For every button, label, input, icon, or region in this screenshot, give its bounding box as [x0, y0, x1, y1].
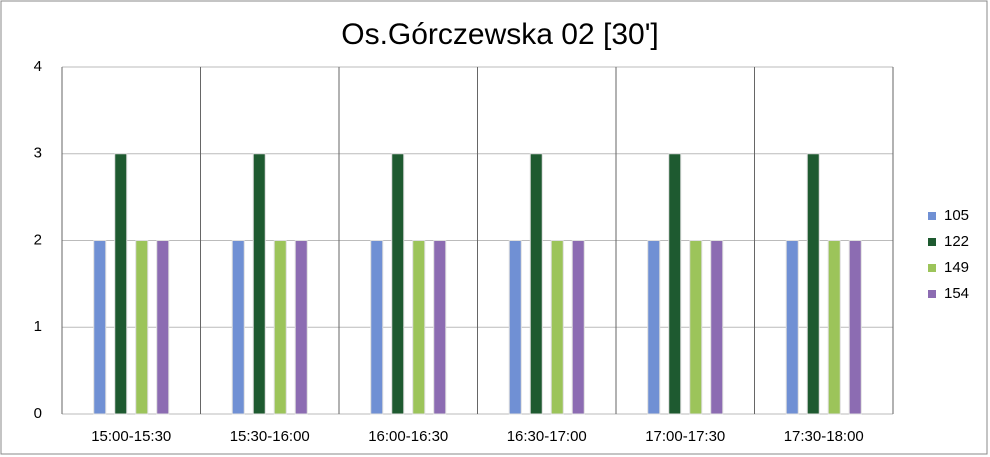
x-tick-label: 16:00-16:30 [368, 428, 448, 445]
legend-swatch [928, 290, 936, 298]
y-tick-label: 3 [34, 145, 42, 162]
x-tick-label: 15:00-15:30 [91, 428, 171, 445]
bar [647, 240, 661, 415]
legend-label: 154 [944, 285, 969, 302]
y-tick-label: 1 [34, 318, 42, 335]
legend-swatch [928, 212, 936, 220]
x-tick-label: 17:30-18:00 [784, 428, 864, 445]
legend-swatch [928, 238, 936, 246]
bar [668, 153, 682, 415]
bar [391, 153, 405, 415]
bar [252, 153, 266, 415]
bar [273, 240, 287, 415]
x-tick-label: 17:00-17:30 [645, 428, 725, 445]
y-tick-label: 4 [34, 58, 42, 75]
bar [231, 240, 245, 415]
legend-swatch [928, 264, 936, 272]
bar [370, 240, 384, 415]
y-tick-label: 2 [34, 231, 42, 248]
legend-label: 105 [944, 207, 969, 224]
bar [710, 240, 724, 415]
bar [294, 240, 308, 415]
bar [806, 153, 820, 415]
bar [785, 240, 799, 415]
bar [156, 240, 170, 415]
bar [827, 240, 841, 415]
bar [508, 240, 522, 415]
legend-label: 149 [944, 259, 969, 276]
bar [550, 240, 564, 415]
bar [433, 240, 447, 415]
bar [689, 240, 703, 415]
bar [135, 240, 149, 415]
y-tick-label: 0 [34, 405, 42, 422]
bar [412, 240, 426, 415]
bar [848, 240, 862, 415]
x-tick-label: 15:30-16:00 [230, 428, 310, 445]
bar [529, 153, 543, 415]
bar [93, 240, 107, 415]
bar [571, 240, 585, 415]
chart-title: Os.Górczewska 02 [30'] [341, 18, 659, 51]
bar [114, 153, 128, 415]
legend-label: 122 [944, 233, 969, 250]
x-tick-label: 16:30-17:00 [507, 428, 587, 445]
